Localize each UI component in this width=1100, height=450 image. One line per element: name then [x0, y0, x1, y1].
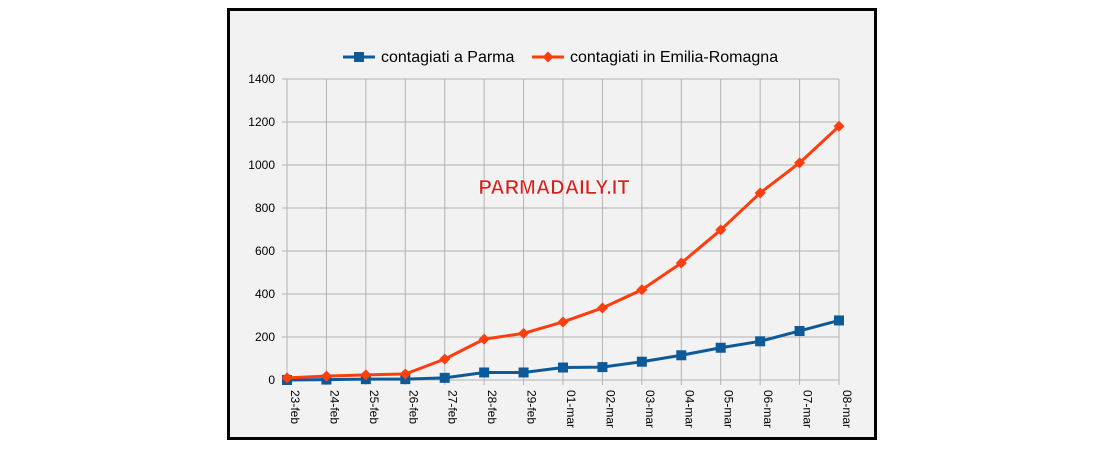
legend-item-2: contagiati in Emilia-Romagna [532, 49, 778, 66]
data-point [518, 367, 529, 378]
data-point [715, 342, 726, 353]
x-tick-label: 28-feb [485, 390, 499, 424]
x-tick-label: 05-mar [722, 390, 736, 428]
data-point [834, 315, 844, 326]
data-point [754, 187, 766, 199]
data-point [360, 369, 372, 381]
y-tick-label: 800 [255, 201, 275, 215]
data-point [439, 353, 451, 365]
x-tick-label: 25-feb [367, 390, 381, 424]
line-chart: 0 200 400 600 800 1000 1200 1400 23-feb 24-feb 25-… [248, 49, 854, 428]
y-tick-label: 1400 [248, 72, 275, 86]
legend: contagiati a Parma contagiati in Emilia-R… [343, 49, 778, 66]
x-tick-label: 24-feb [327, 390, 341, 424]
grid-lines [286, 78, 840, 381]
x-tick-label: 06-mar [761, 390, 775, 428]
series-2 [281, 120, 845, 384]
x-tick-label: 27-feb [446, 390, 460, 424]
data-point [518, 327, 530, 339]
series-layer [281, 120, 845, 385]
x-tick-label: 02-mar [603, 390, 617, 428]
y-tick-label: 0 [268, 373, 275, 387]
chart-frame: 0 200 400 600 800 1000 1200 1400 23-feb 24-feb 25-… [227, 8, 877, 440]
data-point [478, 333, 490, 345]
data-point [636, 284, 648, 296]
data-point [755, 336, 766, 347]
data-point [636, 356, 647, 367]
axes: 0 200 400 600 800 1000 1200 1400 23-feb 24-feb 25-… [248, 72, 854, 428]
x-tick-label: 26-feb [406, 390, 420, 424]
x-tick-label: 07-mar [801, 390, 815, 428]
y-tick-label: 1200 [248, 115, 275, 129]
legend-item-1: contagiati a Parma [343, 49, 515, 66]
y-tick-label: 400 [255, 287, 275, 301]
data-point [558, 362, 568, 373]
data-point [557, 316, 569, 328]
data-point [320, 370, 332, 382]
x-tick-label: 03-mar [643, 390, 657, 428]
legend-label: contagiati a Parma [381, 49, 515, 66]
y-tick-label: 1000 [248, 158, 275, 172]
data-point [399, 368, 411, 380]
data-point [675, 257, 687, 269]
legend-marker [354, 52, 364, 62]
x-tick-label: 04-mar [682, 390, 696, 428]
data-point [715, 224, 727, 236]
data-point [794, 157, 806, 169]
data-point [439, 372, 450, 383]
x-tick-label: 29-feb [525, 390, 539, 424]
x-tick-label: 23-feb [288, 390, 302, 424]
data-point [281, 372, 293, 384]
x-tick-label: 01-mar [564, 390, 578, 428]
legend-marker [542, 51, 554, 63]
watermark-text: PARMADAILY.IT [478, 177, 629, 199]
data-point [833, 120, 845, 132]
data-point [676, 350, 687, 361]
legend-label: contagiati in Emilia-Romagna [570, 49, 778, 66]
data-point [597, 362, 608, 373]
x-tick-label: 08-mar [840, 390, 854, 428]
y-tick-label: 600 [255, 244, 275, 258]
y-tick-label: 200 [255, 330, 275, 344]
data-point [596, 302, 608, 314]
data-point [794, 325, 805, 336]
data-point [479, 367, 490, 378]
